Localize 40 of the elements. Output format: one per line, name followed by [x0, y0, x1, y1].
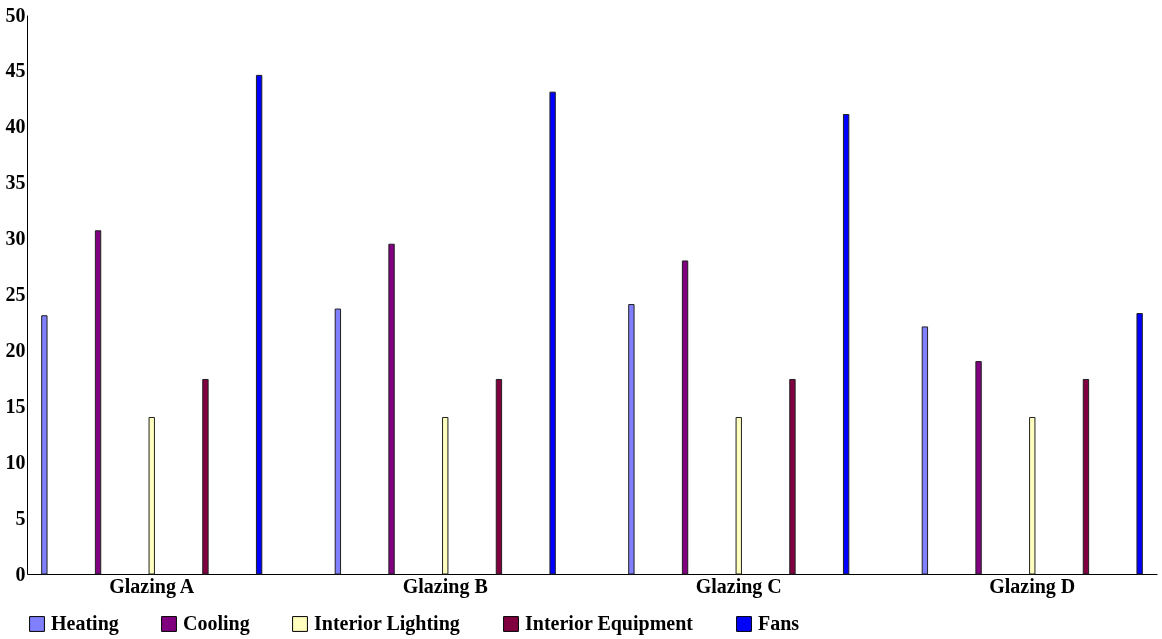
- y-tick-label: 0: [15, 562, 26, 585]
- bar: [681, 260, 689, 575]
- bar: [255, 74, 263, 575]
- x-tick-label: Glazing D: [989, 574, 1076, 598]
- bar: [334, 308, 342, 575]
- bar: [628, 304, 635, 575]
- x-tick-label: Glazing A: [109, 574, 195, 598]
- bar: [549, 91, 556, 575]
- bar: [1029, 416, 1036, 575]
- x-tick-label: Glazing C: [695, 574, 782, 598]
- y-tick-label: 35: [5, 171, 26, 194]
- legend-label: Interior Lighting: [314, 612, 460, 635]
- legend-label: Heating: [51, 612, 119, 635]
- bar: [388, 243, 395, 575]
- legend-label: Cooling: [183, 612, 250, 635]
- bar: [495, 378, 503, 575]
- bar: [148, 416, 155, 575]
- y-tick-label: 25: [5, 283, 26, 305]
- bar: [975, 361, 982, 575]
- legend-label: Interior Equipment: [525, 612, 694, 635]
- y-tick-label: 20: [5, 338, 26, 361]
- y-tick-label: 5: [15, 506, 26, 529]
- y-tick-label: 45: [5, 59, 26, 82]
- bar: [94, 230, 102, 575]
- bar: [1082, 378, 1090, 575]
- bar: [1136, 313, 1143, 575]
- bar: [789, 378, 796, 575]
- bar: [842, 114, 850, 575]
- y-tick-label: 30: [5, 227, 26, 250]
- bar: [442, 416, 449, 575]
- y-tick-label: 40: [5, 115, 26, 138]
- x-tick-label: Glazing B: [402, 574, 488, 598]
- y-tick-label: 15: [5, 394, 26, 417]
- bar: [735, 416, 742, 575]
- bar: [202, 378, 209, 575]
- y-tick-label: 50: [5, 3, 26, 26]
- y-tick-label: 10: [5, 450, 26, 473]
- bar: [921, 326, 929, 575]
- bar: [41, 315, 48, 575]
- legend-label: Fans: [758, 612, 800, 634]
